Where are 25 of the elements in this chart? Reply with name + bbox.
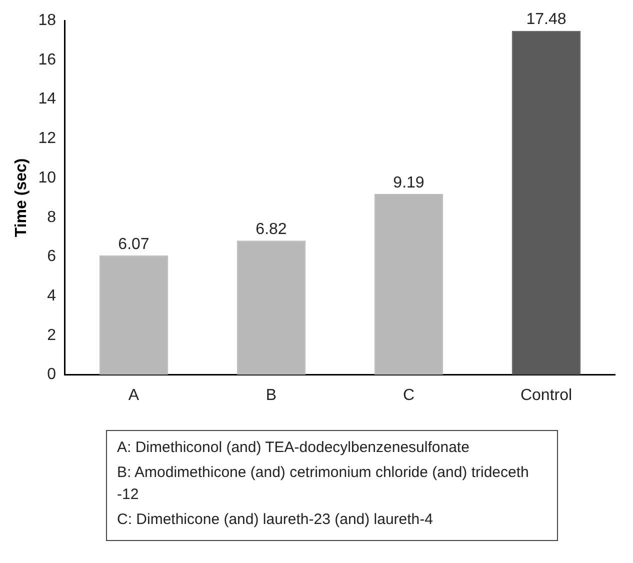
y-tick-label: 14 [38,90,56,108]
bar [374,194,444,375]
y-tick-label: 16 [38,51,56,68]
y-tick-label: 10 [38,169,56,186]
text: A: Dimethiconol (and) TEA-dodecylbenzenesulfonate [117,438,470,458]
x-tick-label: Control [520,386,572,404]
text: C: Dimethicone (and) laureth-23 (and) laureth-4 [117,510,434,530]
data-label: 6.82 [256,221,287,238]
x-tick-label: C [402,386,415,404]
text: B: Amodimethicone (and) cetrimonium chloride (and) trideceth -12 [117,463,530,505]
bar [512,30,581,375]
x-tick-label: B [266,386,277,404]
y-tick-label: 4 [47,287,56,304]
y-tick-label: 2 [47,326,56,344]
y-tick-label: 6 [47,248,56,266]
y-tick-label: 0 [47,366,56,384]
bar [236,240,306,375]
y-tick-label: 12 [38,130,56,148]
data-label: 17.48 [526,11,566,28]
data-label: 6.07 [118,236,150,253]
y-tick-label: 8 [47,208,56,226]
data-label: 9.19 [393,174,424,192]
x-tick-label: A [128,386,140,404]
y-axis-title: Time (sec) [13,158,30,238]
y-tick-label: 18 [38,12,56,30]
